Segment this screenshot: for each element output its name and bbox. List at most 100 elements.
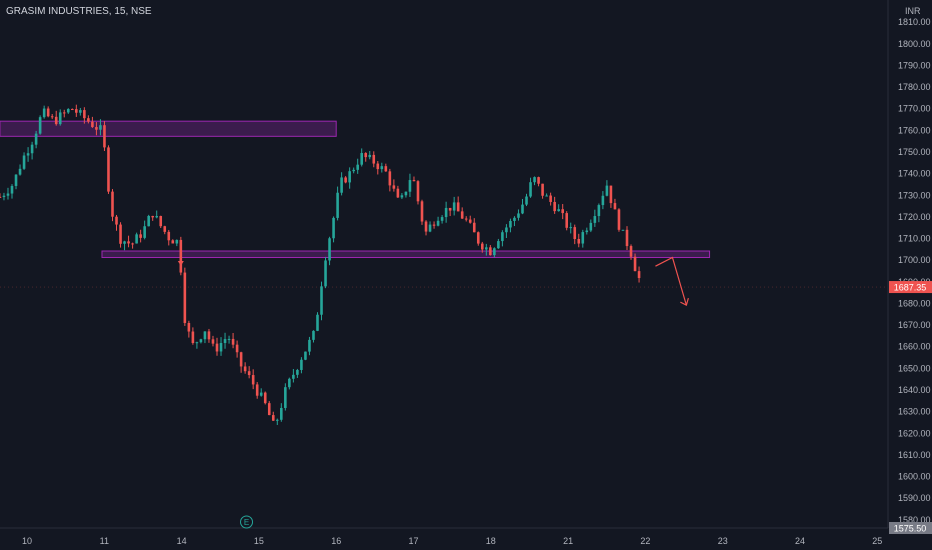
candle-body bbox=[617, 209, 621, 230]
y-tick-label: 1600.00 bbox=[898, 472, 931, 482]
candle-body bbox=[436, 220, 440, 226]
x-tick-label: 24 bbox=[795, 536, 805, 546]
candle-body bbox=[384, 166, 388, 172]
candle-body bbox=[360, 153, 364, 165]
y-tick-label: 1650.00 bbox=[898, 363, 931, 373]
candle-body bbox=[444, 207, 448, 218]
x-tick-label: 16 bbox=[331, 536, 341, 546]
y-tick-label: 1790.00 bbox=[898, 60, 931, 70]
candle-body bbox=[565, 213, 569, 228]
y-tick-label: 1680.00 bbox=[898, 298, 931, 308]
candle-body bbox=[54, 116, 58, 125]
candle-body bbox=[66, 109, 70, 113]
candle-body bbox=[324, 260, 327, 287]
candle-body bbox=[175, 239, 179, 244]
candle-body bbox=[356, 164, 359, 170]
projection-arrow bbox=[655, 256, 687, 306]
candle-body bbox=[50, 116, 54, 118]
candle-body bbox=[235, 344, 239, 353]
candle-body bbox=[191, 331, 195, 344]
candle-body bbox=[352, 169, 355, 172]
candle-body bbox=[412, 180, 416, 182]
y-tick-label: 1740.00 bbox=[898, 169, 931, 179]
y-tick-label: 1800.00 bbox=[898, 39, 931, 49]
candle-body bbox=[368, 154, 372, 158]
candle-body bbox=[243, 366, 247, 372]
candle-body bbox=[513, 217, 516, 221]
last-price-label: 1687.35 bbox=[894, 283, 927, 293]
candle-body bbox=[58, 112, 62, 125]
candle-body bbox=[569, 227, 573, 229]
candle-body bbox=[18, 168, 22, 175]
candle-body bbox=[472, 222, 476, 233]
candle-body bbox=[629, 246, 633, 257]
candle-body bbox=[320, 286, 323, 315]
candle-body bbox=[573, 227, 577, 239]
candle-body bbox=[364, 153, 368, 158]
candle-body bbox=[300, 359, 303, 370]
candle-body bbox=[280, 407, 283, 420]
candle-body bbox=[312, 330, 315, 340]
candle-body bbox=[155, 216, 159, 218]
y-tick-label: 1750.00 bbox=[898, 147, 931, 157]
candle-body bbox=[304, 351, 307, 360]
candle-body bbox=[613, 203, 617, 210]
candle-body bbox=[275, 419, 279, 421]
candle-body bbox=[493, 248, 496, 256]
candle-body bbox=[99, 125, 102, 130]
x-tick-label: 10 bbox=[22, 536, 32, 546]
candle-body bbox=[585, 230, 589, 233]
candle-body bbox=[127, 241, 130, 244]
candle-body bbox=[509, 220, 512, 228]
candle-body bbox=[420, 201, 424, 222]
candle-body bbox=[288, 378, 291, 388]
chart-title: GRASIM INDUSTRIES, 15, NSE bbox=[6, 6, 152, 17]
y-tick-label: 1590.00 bbox=[898, 493, 931, 503]
candle-body bbox=[34, 133, 38, 145]
candle-body bbox=[505, 227, 508, 233]
candle-body bbox=[292, 374, 295, 379]
candle-body bbox=[30, 144, 34, 154]
candle-body bbox=[2, 195, 6, 198]
x-tick-label: 18 bbox=[486, 536, 496, 546]
candle-body bbox=[308, 339, 311, 352]
candle-body bbox=[464, 218, 468, 220]
candle-body bbox=[501, 232, 504, 242]
earnings-label: E bbox=[244, 518, 249, 527]
candle-body bbox=[340, 177, 343, 193]
candle-body bbox=[219, 342, 223, 352]
candle-body bbox=[10, 185, 14, 194]
candle-body bbox=[517, 213, 520, 218]
candle-body bbox=[460, 211, 464, 219]
candle-body bbox=[533, 177, 536, 183]
last-price-tag bbox=[889, 281, 932, 294]
candle-body bbox=[255, 384, 259, 396]
x-tick-label: 15 bbox=[254, 536, 264, 546]
candle-body bbox=[400, 195, 404, 198]
candle-body bbox=[159, 216, 163, 227]
candle-body bbox=[581, 232, 585, 244]
x-tick-label: 17 bbox=[408, 536, 418, 546]
candle-body bbox=[440, 217, 444, 221]
y-tick-label: 1700.00 bbox=[898, 255, 931, 265]
candle-body bbox=[553, 201, 556, 212]
candle-body bbox=[231, 338, 235, 345]
candle-body bbox=[637, 271, 641, 279]
candle-body bbox=[259, 392, 263, 396]
event-marker-icon bbox=[177, 261, 184, 266]
candle-body bbox=[79, 110, 82, 113]
y-tick-label: 1660.00 bbox=[898, 342, 931, 352]
candle-body bbox=[115, 216, 118, 225]
candle-body bbox=[239, 352, 243, 367]
candle-body bbox=[95, 127, 98, 130]
candle-body bbox=[167, 231, 171, 241]
candle-body bbox=[151, 215, 154, 218]
candle-body bbox=[545, 195, 548, 197]
candle-body bbox=[601, 195, 605, 206]
x-tick-label: 25 bbox=[872, 536, 882, 546]
candle-body bbox=[408, 180, 412, 192]
candle-body bbox=[271, 415, 275, 421]
candle-body bbox=[123, 241, 126, 244]
candle-body bbox=[215, 343, 219, 352]
